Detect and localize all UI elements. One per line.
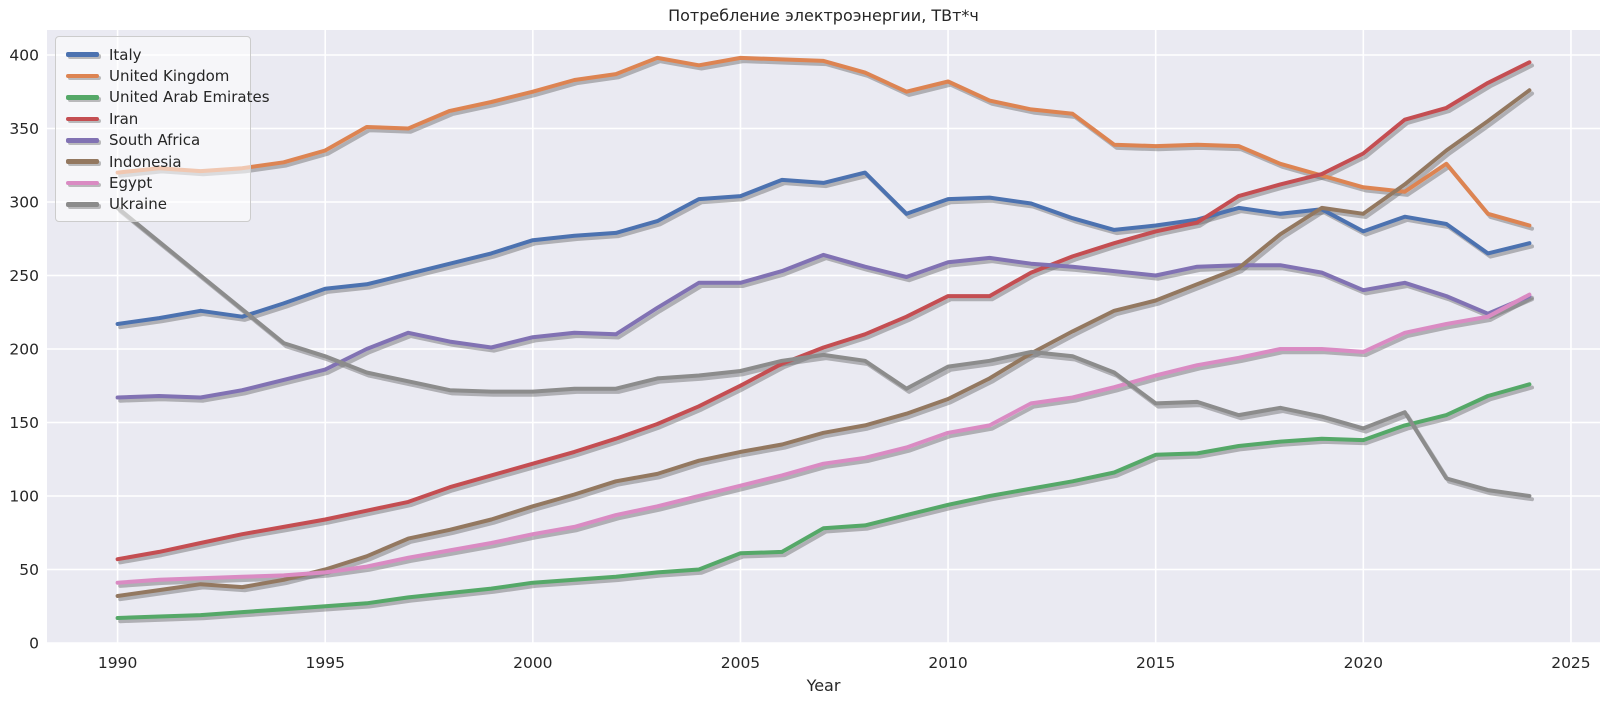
x-tick-label: 2010: [928, 654, 967, 672]
series-shadow-egypt: [118, 295, 1535, 588]
y-tick-label: 300: [9, 193, 39, 211]
series-line-south-africa: [115, 252, 1532, 400]
legend-label: Ukraine: [109, 195, 167, 214]
series-shadow-united-arab-emirates: [118, 385, 1535, 624]
x-tick-label: 1990: [98, 654, 137, 672]
y-tick-label: 100: [9, 487, 39, 505]
series-line-indonesia: [115, 88, 1532, 598]
legend-swatch: [66, 95, 99, 100]
legend-label: Egypt: [109, 174, 153, 193]
chart-title: Потребление электроэнергии, ТВт*ч: [668, 6, 979, 25]
y-tick-label: 200: [9, 340, 39, 358]
plot-background: [47, 30, 1600, 643]
legend-label: United Kingdom: [109, 67, 230, 86]
legend-item-iran: Iran: [66, 108, 240, 129]
y-tick-label: 150: [9, 414, 39, 432]
y-tick-label: 250: [9, 267, 39, 285]
x-tick-label: 2020: [1344, 654, 1383, 672]
legend-swatch: [66, 202, 99, 207]
y-tick-label: 0: [29, 635, 39, 653]
series-line-ukraine: [115, 205, 1532, 498]
legend-label: Indonesia: [109, 152, 182, 171]
series-shadow-south-africa: [118, 256, 1535, 403]
series-shadow-iran: [118, 63, 1535, 565]
legend-label: South Africa: [109, 131, 201, 150]
x-tick-label: 2015: [1136, 654, 1175, 672]
series-shadow-ukraine: [118, 209, 1535, 502]
legend-label: United Arab Emirates: [109, 88, 270, 107]
series-line-egypt: [115, 292, 1532, 585]
x-axis-label: Year: [806, 676, 841, 695]
x-tick-label: 2005: [721, 654, 760, 672]
x-tick-label: 2025: [1551, 654, 1590, 672]
legend-swatch: [66, 116, 99, 122]
legend-label: Italy: [109, 45, 142, 64]
legend-item-ukraine: Ukraine: [66, 194, 240, 215]
x-tick-label: 2000: [513, 654, 552, 672]
legend-swatch: [66, 138, 99, 143]
series-line-iran: [115, 60, 1532, 562]
series-line-united-kingdom: [115, 55, 1532, 228]
legend-swatch: [66, 159, 99, 164]
legend-item-south-africa: South Africa: [66, 130, 240, 151]
legend-label: Iran: [109, 109, 139, 128]
legend-item-indonesia: Indonesia: [66, 151, 240, 172]
y-tick-label: 400: [9, 46, 39, 64]
x-tick-label: 1995: [305, 654, 344, 672]
legend-item-united-kingdom: United Kingdom: [66, 65, 240, 86]
y-tick-label: 350: [9, 120, 39, 138]
series-shadow-united-kingdom: [118, 59, 1535, 231]
series-line-italy: [115, 170, 1532, 326]
series-shadow-indonesia: [118, 91, 1535, 602]
legend: Italy United Kingdom United Arab Emirates I…: [55, 36, 270, 223]
series-line-united-arab-emirates: [115, 382, 1532, 620]
legend-swatch: [66, 73, 99, 79]
legend-swatch: [66, 180, 99, 186]
legend-item-egypt: Egypt: [66, 172, 240, 193]
series-shadow-italy: [118, 173, 1535, 330]
legend-item-united-arab-emirates: United Arab Emirates: [66, 87, 270, 108]
legend-item-italy: Italy: [66, 44, 240, 65]
y-tick-label: 50: [19, 561, 39, 579]
legend-swatch: [66, 52, 99, 57]
